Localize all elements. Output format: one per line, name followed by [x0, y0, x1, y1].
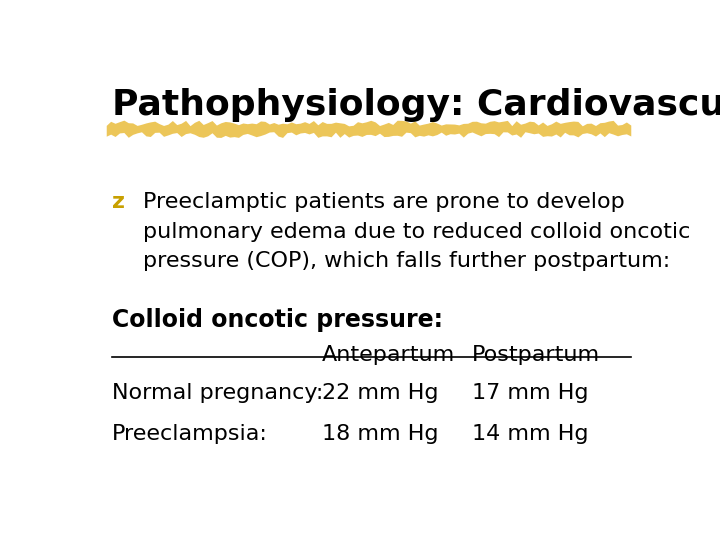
Text: Normal pregnancy:: Normal pregnancy: — [112, 383, 324, 403]
Text: 18 mm Hg: 18 mm Hg — [322, 424, 438, 444]
Text: 17 mm Hg: 17 mm Hg — [472, 383, 589, 403]
Text: z: z — [112, 192, 125, 212]
Text: pressure (COP), which falls further postpartum:: pressure (COP), which falls further post… — [143, 252, 670, 272]
Text: Preeclampsia:: Preeclampsia: — [112, 424, 268, 444]
Text: Postpartum: Postpartum — [472, 346, 600, 366]
Text: Antepartum: Antepartum — [322, 346, 455, 366]
Text: Colloid oncotic pressure:: Colloid oncotic pressure: — [112, 308, 444, 332]
Text: Preeclamptic patients are prone to develop: Preeclamptic patients are prone to devel… — [143, 192, 625, 212]
Text: pulmonary edema due to reduced colloid oncotic: pulmonary edema due to reduced colloid o… — [143, 221, 690, 241]
Text: 22 mm Hg: 22 mm Hg — [322, 383, 438, 403]
Text: Pathophysiology: Cardiovascular: Pathophysiology: Cardiovascular — [112, 87, 720, 122]
Polygon shape — [107, 120, 631, 138]
Text: 14 mm Hg: 14 mm Hg — [472, 424, 589, 444]
